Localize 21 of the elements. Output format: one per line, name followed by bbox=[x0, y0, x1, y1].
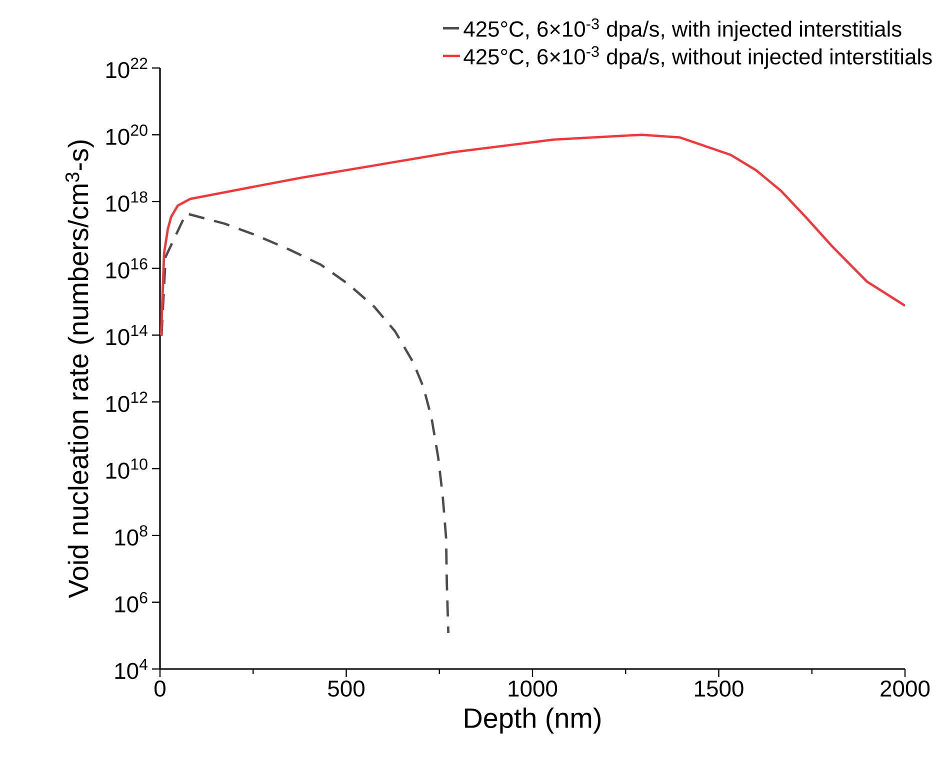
x-tick-label: 500 bbox=[328, 680, 364, 697]
line-series bbox=[160, 212, 450, 634]
legend-label: 425°C, 6×10$^{-3}$ dpa/s, without injected interstitials bbox=[464, 46, 932, 69]
x-tick-label: 0 bbox=[154, 680, 166, 697]
x-tick-label: 2000 bbox=[880, 680, 930, 697]
y-axis-title: Void nucleation rate (numbers/cm$^{3}$-s) bbox=[65, 140, 94, 598]
x-tick-label: 1000 bbox=[508, 680, 558, 697]
y-tick-label: 10$^{4}$ bbox=[115, 658, 148, 680]
y-tick-label: 10$^{14}$ bbox=[106, 324, 148, 346]
y-tick-label: 10$^{22}$ bbox=[106, 58, 148, 78]
legend-label: 425°C, 6×10$^{-3}$ dpa/s, with injected interstitials bbox=[464, 18, 902, 42]
line-series bbox=[160, 134, 906, 336]
y-tick-label: 10$^{18}$ bbox=[106, 191, 148, 212]
x-tick-label: 1500 bbox=[695, 680, 744, 697]
x-axis-title: Depth (nm) bbox=[465, 708, 600, 734]
y-tick-label: 10$^{16}$ bbox=[106, 258, 148, 279]
y-tick-label: 10$^{6}$ bbox=[115, 592, 148, 612]
y-tick-label: 10$^{10}$ bbox=[106, 458, 148, 479]
y-tick-label: 10$^{8}$ bbox=[115, 525, 148, 546]
y-tick-label: 10$^{12}$ bbox=[106, 392, 148, 412]
y-tick-label: 10$^{20}$ bbox=[106, 124, 148, 145]
